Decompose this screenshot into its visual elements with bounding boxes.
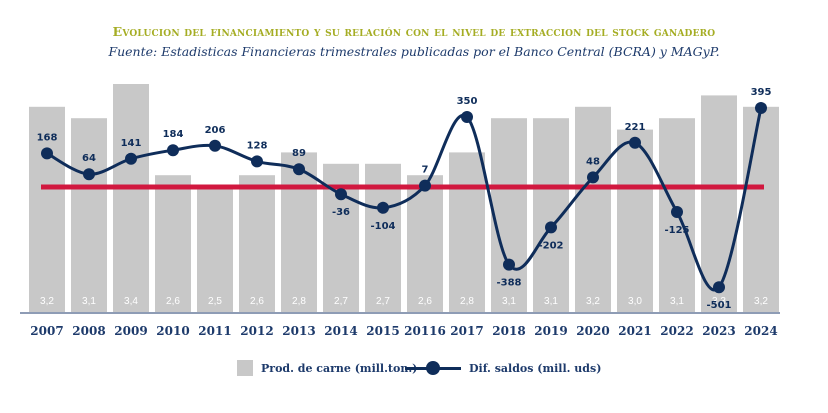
bar-value-label: 3,0 [628, 296, 642, 307]
bar [239, 175, 275, 312]
legend-label-bars: Prod. de carne (mill.ton.) [261, 361, 418, 375]
line-point [167, 144, 179, 157]
x-tick-label: 2021 [618, 324, 651, 338]
bar-value-label: 3,1 [82, 296, 96, 307]
line-point [251, 155, 263, 168]
line-point [419, 179, 431, 192]
line-value-label: 395 [751, 87, 772, 98]
line-point [41, 147, 53, 160]
x-tick-label: 2020 [576, 324, 609, 338]
bar-value-label: 2,8 [292, 296, 306, 307]
line-value-label: 168 [37, 132, 58, 143]
line-point [83, 168, 95, 181]
bar [29, 106, 65, 312]
line-point [629, 136, 641, 149]
legend-swatch-bars [237, 360, 253, 376]
bar [281, 152, 317, 312]
chart-title: Evolucion del financiamiento y su relaci… [112, 24, 716, 39]
x-tick-label: 2022 [660, 324, 693, 338]
bar [197, 186, 233, 312]
x-tick-label: 2010 [156, 324, 189, 338]
line-value-label: 48 [586, 156, 600, 167]
x-tick-label: 2023 [702, 324, 735, 338]
x-tick-label: 2014 [324, 324, 357, 338]
line-value-label: 221 [625, 122, 646, 133]
line-point [335, 188, 347, 201]
line-value-label: -36 [332, 207, 350, 218]
chart-legend: Prod. de carne (mill.ton.) Dif. saldos (… [0, 358, 828, 382]
x-tick-label: 2018 [492, 324, 525, 338]
line-point [125, 152, 137, 165]
series-line [46, 107, 763, 292]
x-tick-label: 20116 [404, 324, 446, 338]
bar [743, 106, 779, 312]
legend-swatch-line [405, 360, 461, 376]
x-tick-label: 2017 [450, 324, 483, 338]
bar [71, 118, 107, 312]
bar-value-label: 3,2 [754, 296, 768, 307]
bar-value-label: 2,6 [250, 296, 264, 307]
bar [701, 95, 737, 313]
line-value-label: -104 [370, 221, 395, 232]
x-tick-label: 2024 [744, 324, 777, 338]
line-value-label: -202 [538, 240, 563, 251]
x-tick-label: 2013 [282, 324, 315, 338]
x-tick-label: 2008 [72, 324, 105, 338]
legend-label-line: Dif. saldos (mill. uds) [469, 361, 602, 375]
bar-value-label: 2,6 [418, 296, 432, 307]
x-tick-label: 2012 [240, 324, 273, 338]
bar-value-label: 3,4 [124, 296, 138, 307]
bar [491, 118, 527, 312]
line-value-label: 89 [292, 148, 306, 159]
bar-value-label: 3,2 [586, 296, 600, 307]
line-point [587, 171, 599, 184]
x-tick-label: 2009 [114, 324, 147, 338]
line-value-label: 206 [205, 125, 226, 136]
x-tick-label: 2015 [366, 324, 399, 338]
legend-item-bars: Prod. de carne (mill.ton.) [237, 360, 417, 376]
bar [617, 129, 653, 312]
line-value-label: 350 [457, 96, 478, 107]
bar-value-label: 2,7 [376, 296, 390, 307]
line-value-label: -388 [496, 278, 521, 289]
line-point [209, 139, 221, 152]
x-tick-label: 2011 [198, 324, 231, 338]
line-value-label: 184 [163, 129, 184, 140]
line-value-label: -125 [664, 225, 689, 236]
chart-subtitle: Fuente: Estadisticas Financieras trimest… [108, 44, 720, 59]
bar [449, 152, 485, 312]
line-point [377, 201, 389, 214]
bar [113, 84, 149, 312]
bar-value-label: 3,1 [544, 296, 558, 307]
bar-value-label: 2,8 [460, 296, 474, 307]
x-tick-label: 2019 [534, 324, 567, 338]
line-value-label: -501 [706, 300, 731, 311]
bar-value-label: 2,7 [334, 296, 348, 307]
line-point [293, 163, 305, 176]
line-value-label: 64 [82, 153, 96, 164]
bar-value-label: 3,1 [502, 296, 516, 307]
line-point [545, 221, 557, 234]
line-value-label: 141 [121, 138, 142, 149]
line-point [713, 281, 725, 294]
line-value-label: 128 [247, 140, 268, 151]
bar [575, 106, 611, 312]
bar-value-label: 2,5 [208, 296, 222, 307]
bar-value-label: 2,6 [166, 296, 180, 307]
line-point [671, 206, 683, 218]
x-tick-label: 2007 [30, 324, 63, 338]
bar [155, 175, 191, 312]
bar-value-label: 3,2 [40, 296, 54, 307]
line-value-label: 7 [422, 165, 429, 176]
line-point [461, 111, 473, 123]
bar-value-label: 3,3 [712, 296, 726, 307]
line-point [755, 102, 767, 114]
line-point [503, 258, 515, 271]
bar-value-label: 3,1 [670, 296, 684, 307]
legend-item-line: Dif. saldos (mill. uds) [405, 360, 601, 376]
